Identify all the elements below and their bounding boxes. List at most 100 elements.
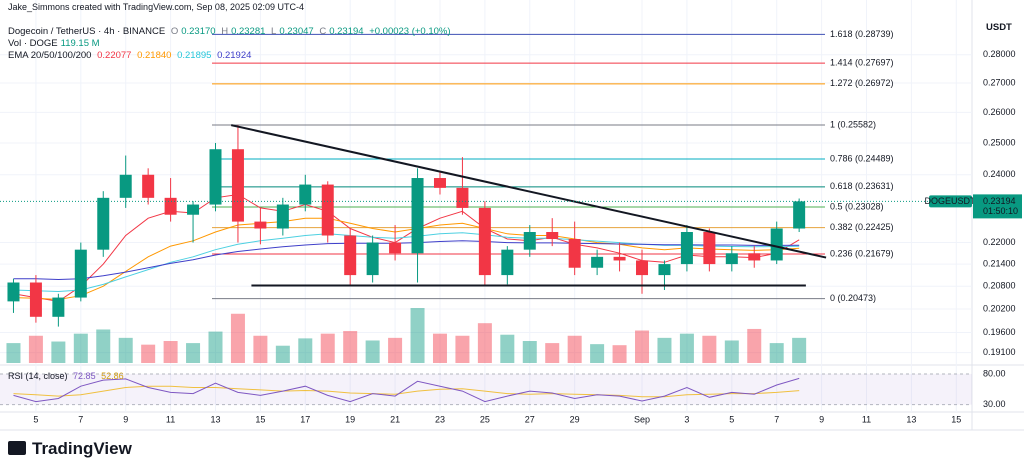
fib-label: 0.618 (0.23631) <box>830 181 894 191</box>
rsi-tick-label: 30.00 <box>983 399 1006 409</box>
x-tick-label: 17 <box>300 414 310 424</box>
fib-label: 0.382 (0.22425) <box>830 222 894 232</box>
volume-bar <box>186 343 201 363</box>
y-tick-label: 0.20200 <box>983 303 1016 313</box>
candle-body <box>770 228 783 261</box>
rsi-legend: RSI (14, close) 72.85 52.86 <box>8 371 127 381</box>
x-tick-label: 15 <box>255 414 265 424</box>
x-tick-label: 11 <box>862 414 871 424</box>
y-tick-label: 0.24000 <box>983 169 1016 179</box>
x-tick-label: 5 <box>729 414 734 424</box>
volume-bar <box>792 337 807 363</box>
candle-body <box>299 184 312 205</box>
volume-bar <box>51 341 66 363</box>
volume-bar <box>769 343 784 363</box>
candle-body <box>433 178 446 188</box>
volume-bar <box>567 335 582 363</box>
candle-body <box>164 197 177 215</box>
candle-body <box>29 282 42 317</box>
fib-label: 1.272 (0.26972) <box>830 78 894 88</box>
volume-bar <box>320 333 335 363</box>
candle-body <box>568 239 581 268</box>
volume-bar <box>612 345 627 363</box>
ema-value: 0.21895 <box>177 50 212 61</box>
rsi-label: RSI (14, close) <box>8 371 68 381</box>
volume-bar <box>455 335 470 363</box>
logo: TradingView <box>32 439 132 458</box>
rsi-ma-value: 52.86 <box>101 371 124 381</box>
volume-bar <box>410 308 425 363</box>
symbol: Dogecoin / TetherUS · 4h · BINANCE <box>8 26 166 37</box>
candle-body <box>366 242 379 276</box>
volume-bar <box>365 340 380 363</box>
ohlc-value: 0.23047 <box>279 26 314 37</box>
candle-body <box>254 221 267 229</box>
volume-bar <box>545 343 560 363</box>
y-tick-label: 0.28000 <box>983 49 1016 59</box>
candle-body <box>546 232 559 240</box>
volume-bar <box>163 341 178 363</box>
x-tick-label: 13 <box>210 414 220 424</box>
ema-line <box>13 217 800 301</box>
x-tick-label: 7 <box>78 414 83 424</box>
volume-bar <box>522 341 537 363</box>
currency: USDT <box>986 22 1012 33</box>
volume-bar <box>253 335 268 363</box>
y-tick-label: 0.25000 <box>983 137 1016 147</box>
volume-bar <box>230 313 245 363</box>
candle-body <box>7 282 20 302</box>
candle-body <box>142 174 155 198</box>
fib-label: 0.786 (0.24489) <box>830 153 894 163</box>
x-tick-label: 13 <box>906 414 916 424</box>
ohlc-value: 0.23170 <box>181 26 216 37</box>
x-tick-label: 15 <box>951 414 961 424</box>
volume-bar <box>635 330 650 363</box>
x-tick-label: 3 <box>684 414 689 424</box>
vol-legend: Vol · DOGE 119.15 M <box>8 38 103 49</box>
candle-body <box>389 242 402 254</box>
volume-bar <box>96 329 111 363</box>
ema-line <box>13 240 800 281</box>
x-tick-label: Sep <box>634 414 650 424</box>
rsi-value: 72.85 <box>73 371 96 381</box>
ohlc-key: L <box>271 26 277 37</box>
volume-bar <box>477 323 492 363</box>
x-tick-label: 21 <box>390 414 400 424</box>
candle-body <box>321 184 334 236</box>
fib-label: 1.618 (0.28739) <box>830 29 894 39</box>
ema-line <box>13 232 800 293</box>
x-tick-label: 23 <box>435 414 445 424</box>
candle-body <box>658 264 671 276</box>
fib-label: 0.236 (0.21679) <box>830 248 894 258</box>
legend-line: Dogecoin / TetherUS · 4h · BINANCE O 0.23… <box>8 26 454 37</box>
y-tick-label: 0.26000 <box>983 107 1016 117</box>
logo-icon <box>8 441 26 455</box>
x-tick-label: 29 <box>570 414 580 424</box>
candle-body <box>97 197 110 250</box>
x-tick-label: 7 <box>774 414 779 424</box>
countdown: 01:50:10 <box>983 206 1018 216</box>
volume-bar <box>275 345 290 363</box>
fib-label: 1.414 (0.27697) <box>830 58 894 68</box>
candle-body <box>636 260 649 276</box>
volume-bar <box>702 335 717 363</box>
candle-body <box>276 204 289 229</box>
ohlc-key: H <box>221 26 229 37</box>
symbol-tag-bg <box>929 195 972 208</box>
volume-bar <box>28 335 43 363</box>
change: +0.00023 (+0.10%) <box>369 26 451 37</box>
volume-bar <box>118 337 133 363</box>
volume-bar <box>500 334 515 363</box>
volume-bar <box>432 333 447 363</box>
volume-bar <box>747 328 762 363</box>
x-tick-label: 11 <box>166 414 175 424</box>
candle-body <box>680 232 693 265</box>
volume-bar <box>590 344 605 363</box>
candle-body <box>523 232 536 250</box>
y-tick-label: 0.22000 <box>983 237 1016 247</box>
candle-body <box>231 149 244 222</box>
price-label: 0.23194 <box>983 196 1016 206</box>
volume-bar <box>208 331 223 363</box>
x-tick-label: 25 <box>480 414 490 424</box>
